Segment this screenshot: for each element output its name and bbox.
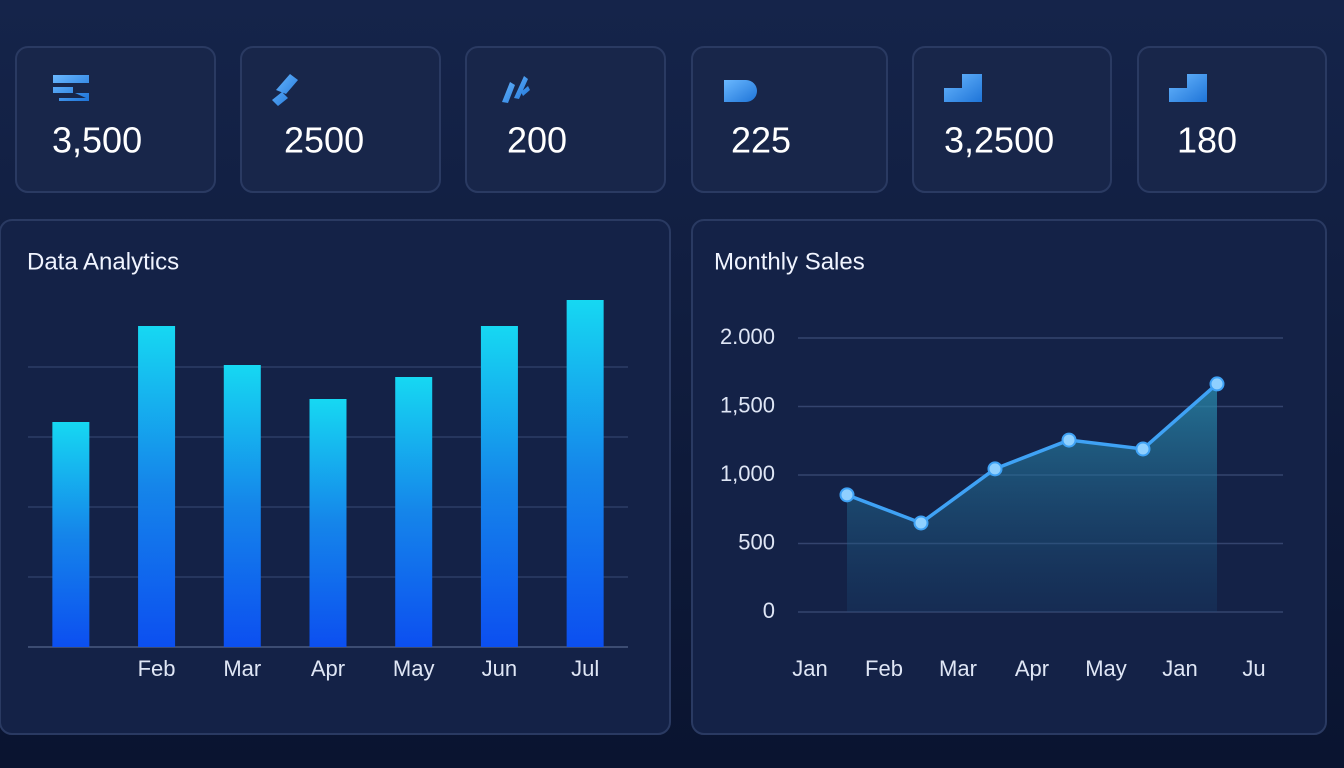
kpi-value: 180 [1177,120,1237,161]
icon [272,74,298,106]
kpi-value: 2500 [284,120,364,161]
x-tick-label: Jan [792,656,827,681]
x-tick-label: May [393,656,435,681]
card [465,46,666,193]
y-tick-label: 1,000 [720,461,775,486]
y-tick-label: 1,500 [720,392,775,417]
y-tick-label: 0 [763,598,775,623]
icon [724,80,757,102]
bar [566,300,604,647]
kpi-value: 200 [507,120,567,161]
x-tick-label: Jan [1162,656,1197,681]
card [15,46,216,193]
x-tick-label: Feb [138,656,176,681]
chart-title: Monthly Sales [714,248,865,275]
bar [395,377,433,647]
x-tick-label: Mar [223,656,261,681]
bar [138,326,176,647]
card [1137,46,1327,193]
x-tick-label: Feb [865,656,903,681]
point [839,487,855,503]
y-tick-label: 2.000 [720,324,775,349]
point [987,461,1003,477]
y-tick-label: 500 [738,529,775,554]
line [846,382,1219,525]
point [1135,441,1151,457]
bar [309,399,347,647]
kpi-value: 225 [731,120,791,161]
icon [502,76,530,103]
bar [223,365,261,647]
x-tick-label: Apr [311,656,345,681]
point [1061,432,1077,448]
point [1209,376,1225,392]
x-tick-label: Ju [1242,656,1265,681]
kpi-value: 3,2500 [944,120,1054,161]
kpi-cards: 3,500 2500 200 225 3,2500 180 [15,46,1327,193]
point [913,515,929,531]
chart-title: Data Analytics [27,248,179,275]
icon [1169,74,1207,102]
icon [944,74,982,102]
bar [480,326,518,647]
x-tick-label: May [1085,656,1127,681]
x-tick-label: Jul [571,656,599,681]
x-tick-label: Apr [1015,656,1049,681]
area [847,383,1217,612]
icon [53,75,89,101]
x-tick-label: Mar [939,656,977,681]
x-tick-label: Jun [482,656,517,681]
kpi-value: 3,500 [52,120,142,161]
bar [52,422,90,647]
